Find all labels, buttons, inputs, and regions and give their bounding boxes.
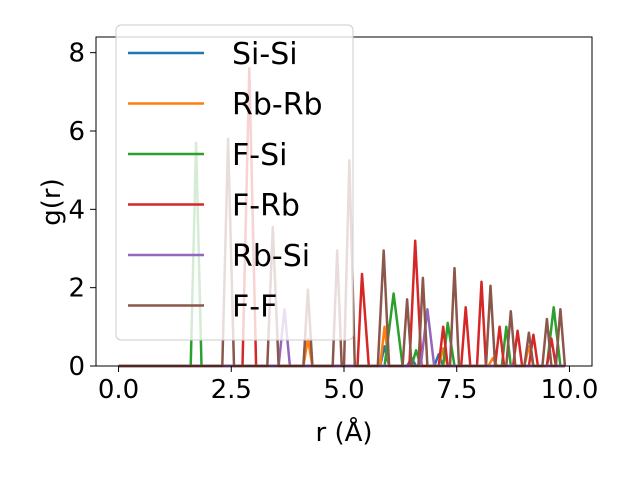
legend-label: F-Si [232,138,287,173]
legend: Si-Si Rb-Rb F-Si F-Rb Rb-Si F-F [115,24,354,341]
x-tick-label: 0.0 [98,375,139,405]
y-tick-label: 2 [68,274,85,304]
legend-label: Rb-Rb [232,88,323,123]
x-tick-label: 2.5 [211,375,252,405]
x-tick-label: 5.0 [323,375,364,405]
y-tick-label: 4 [68,195,85,225]
legend-label: Si-Si [232,37,298,72]
legend-label: F-F [232,290,277,325]
legend-label: Rb-Si [232,239,310,274]
y-tick-label: 6 [68,117,85,147]
y-tick-label: 0 [68,352,85,382]
x-axis-label: r (Å) [315,416,372,448]
x-tick-label: 10.0 [541,375,599,405]
y-axis-label: g(r) [37,178,67,225]
y-tick-label: 8 [68,39,85,69]
legend-label: F-Rb [232,189,300,224]
x-tick-label: 7.5 [436,375,477,405]
ticks-layer: 0.0 2.5 5.0 7.5 10.0 0 2 4 6 8 [68,39,598,405]
